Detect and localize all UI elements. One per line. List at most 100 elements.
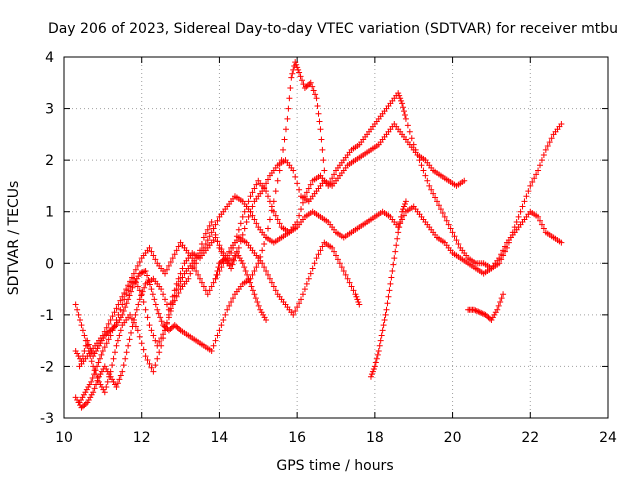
data-point: [189, 260, 196, 267]
data-point: [265, 225, 271, 232]
data-point: [135, 301, 142, 308]
data-point: [74, 350, 81, 357]
data-point: [558, 121, 565, 128]
data-point: [152, 362, 159, 369]
data-point: [162, 327, 169, 334]
data-point: [76, 399, 83, 406]
data-point: [538, 221, 545, 228]
data-point: [173, 286, 180, 293]
data-point: [135, 273, 142, 280]
data-point: [156, 338, 163, 345]
data-point: [441, 213, 448, 220]
data-point: [400, 206, 407, 213]
data-point: [276, 220, 283, 227]
data-point: [453, 237, 460, 244]
data-point: [401, 112, 408, 119]
data-point: [401, 200, 408, 207]
data-point: [241, 264, 248, 271]
data-point: [155, 310, 162, 317]
data-point: [162, 296, 169, 303]
data-point: [287, 84, 294, 91]
data-point: [225, 260, 232, 267]
data-point: [375, 347, 382, 354]
data-point: [294, 180, 301, 187]
data-point: [445, 221, 452, 228]
data-point: [156, 349, 163, 356]
data-point: [193, 268, 200, 275]
data-point: [91, 385, 98, 392]
data-point: [144, 314, 151, 321]
data-point: [121, 296, 128, 303]
data-point: [90, 363, 97, 370]
data-point: [253, 220, 260, 227]
data-point: [305, 185, 312, 192]
data-point: [295, 66, 302, 73]
data-point: [385, 293, 392, 300]
data-point: [82, 337, 89, 344]
data-point: [270, 283, 277, 290]
data-point: [251, 185, 258, 192]
data-point: [122, 304, 129, 311]
data-point: [103, 384, 110, 391]
data-point: [251, 291, 258, 298]
data-point: [213, 271, 220, 278]
data-point: [106, 373, 113, 380]
data-point: [274, 177, 281, 184]
data-point: [134, 262, 141, 269]
data-point: [208, 283, 215, 290]
data-point: [386, 287, 393, 294]
data-point: [72, 347, 79, 354]
data-point: [261, 314, 268, 321]
data-point: [529, 179, 536, 186]
data-point: [313, 95, 320, 102]
data-point: [447, 225, 454, 232]
data-point: [479, 310, 486, 317]
data-point: [212, 275, 219, 282]
data-point: [521, 198, 528, 205]
data-point: [95, 378, 102, 385]
data-point: [266, 216, 273, 223]
data-point: [117, 372, 124, 379]
data-point: [111, 309, 118, 316]
data-point: [171, 292, 178, 299]
data-point: [173, 323, 180, 330]
data-point: [310, 87, 317, 94]
data-point: [434, 198, 441, 205]
data-point: [150, 252, 157, 259]
data-point: [206, 287, 213, 294]
data-point: [515, 213, 522, 220]
data-point: [475, 308, 482, 315]
data-point: [470, 306, 477, 313]
data-point: [110, 324, 117, 331]
data-point: [383, 306, 390, 313]
data-point: [216, 260, 223, 267]
data-point: [307, 181, 314, 188]
data-point: [245, 213, 252, 220]
data-point: [379, 327, 386, 334]
data-point: [179, 274, 186, 281]
data-point: [317, 247, 324, 254]
data-point: [144, 356, 151, 363]
data-point: [372, 359, 379, 366]
data-point: [309, 83, 316, 90]
data-point: [163, 319, 170, 326]
data-point: [167, 305, 174, 312]
data-point: [346, 279, 353, 286]
y-axis-label: SDTVAR / TECUs: [6, 181, 22, 296]
data-point: [103, 340, 110, 347]
data-point: [473, 307, 480, 314]
data-point: [398, 97, 405, 104]
data-point: [216, 244, 223, 251]
data-point: [296, 69, 303, 76]
data-point: [109, 313, 116, 320]
data-point: [136, 296, 143, 303]
data-point: [395, 90, 402, 97]
x-tick-label: 18: [366, 430, 384, 446]
y-tick-label: 1: [45, 205, 54, 221]
data-point: [149, 291, 156, 298]
data-point: [327, 179, 334, 186]
data-point: [338, 264, 345, 271]
data-point: [317, 126, 324, 133]
data-point: [391, 255, 398, 262]
data-point: [478, 309, 485, 316]
